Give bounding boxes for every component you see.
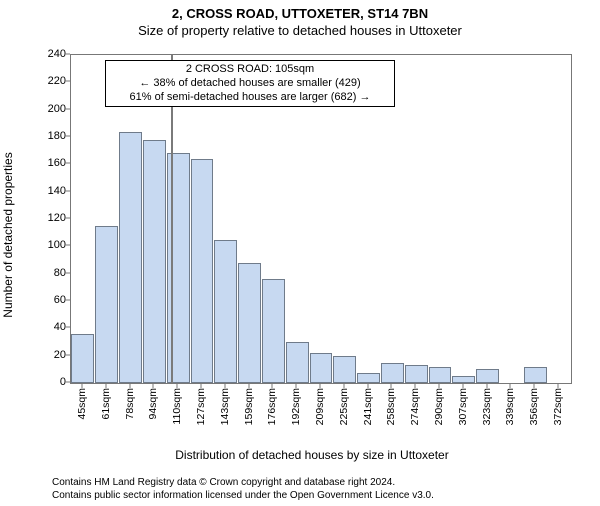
x-tick-label: 323sqm [481, 388, 493, 425]
annotation-line: ← 38% of detached houses are smaller (42… [112, 77, 388, 91]
histogram-bar [71, 334, 94, 383]
x-tick-label: 110sqm [171, 388, 183, 425]
x-tick-label: 274sqm [409, 388, 421, 425]
y-tick-label: 140 [36, 185, 66, 197]
annotation-line: 2 CROSS ROAD: 105sqm [112, 63, 388, 77]
x-axis-label: Distribution of detached houses by size … [52, 448, 572, 462]
annotation-box: 2 CROSS ROAD: 105sqm← 38% of detached ho… [105, 60, 395, 107]
y-tick-label: 60 [36, 294, 66, 306]
y-tick-mark [66, 54, 70, 55]
x-tick-label: 290sqm [433, 388, 445, 425]
y-tick-label: 240 [36, 48, 66, 60]
x-tick-label: 209sqm [314, 388, 326, 425]
histogram-bar [119, 132, 142, 383]
histogram-bar [143, 140, 166, 383]
histogram-bar [524, 367, 547, 383]
annotation-line: 61% of semi-detached houses are larger (… [112, 91, 388, 105]
x-tick-label: 192sqm [290, 388, 302, 425]
histogram-bar [238, 263, 261, 383]
x-tick-label: 307sqm [457, 388, 469, 425]
y-tick-mark [66, 300, 70, 301]
histogram-bar [95, 226, 118, 383]
y-tick-label: 20 [36, 349, 66, 361]
histogram-bar [262, 279, 285, 383]
y-tick-label: 220 [36, 75, 66, 87]
x-tick-label: 94sqm [147, 388, 159, 420]
footer-line-1: Contains HM Land Registry data © Crown c… [52, 477, 434, 490]
chart-title-main: 2, CROSS ROAD, UTTOXETER, ST14 7BN [0, 6, 600, 21]
y-tick-mark [66, 218, 70, 219]
histogram-bar [381, 363, 404, 384]
y-axis-label: Number of detached properties [1, 152, 15, 317]
y-tick-label: 80 [36, 267, 66, 279]
y-tick-mark [66, 136, 70, 137]
y-tick-label: 40 [36, 321, 66, 333]
histogram-bar [405, 365, 428, 383]
x-tick-label: 258sqm [385, 388, 397, 425]
histogram-bar [286, 342, 309, 383]
x-tick-label: 225sqm [338, 388, 350, 425]
x-tick-label: 78sqm [124, 388, 136, 420]
y-tick-mark [66, 245, 70, 246]
y-tick-label: 0 [36, 376, 66, 388]
x-tick-label: 356sqm [528, 388, 540, 425]
x-tick-label: 159sqm [243, 388, 255, 425]
footer-attribution: Contains HM Land Registry data © Crown c… [52, 477, 434, 502]
histogram-bar [191, 159, 214, 383]
histogram-bar [333, 356, 356, 383]
y-tick-label: 200 [36, 103, 66, 115]
x-tick-label: 61sqm [100, 388, 112, 420]
histogram-bar [310, 353, 333, 383]
x-tick-label: 45sqm [76, 388, 88, 420]
x-tick-label: 143sqm [219, 388, 231, 425]
y-tick-mark [66, 382, 70, 383]
y-tick-mark [66, 81, 70, 82]
histogram-bar [429, 367, 452, 383]
histogram-bar [476, 369, 499, 383]
y-tick-mark [66, 327, 70, 328]
plot-area: 2 CROSS ROAD: 105sqm← 38% of detached ho… [70, 54, 572, 384]
y-tick-label: 160 [36, 157, 66, 169]
x-tick-label: 176sqm [266, 388, 278, 425]
y-tick-mark [66, 163, 70, 164]
y-tick-mark [66, 272, 70, 273]
y-tick-label: 120 [36, 212, 66, 224]
histogram-bar [452, 376, 475, 383]
y-tick-mark [66, 354, 70, 355]
x-tick-label: 339sqm [504, 388, 516, 425]
x-tick-label: 127sqm [195, 388, 207, 425]
y-tick-mark [66, 190, 70, 191]
histogram-bar [357, 373, 380, 383]
histogram-bar [214, 240, 237, 384]
chart-title-sub: Size of property relative to detached ho… [0, 23, 600, 38]
y-tick-label: 100 [36, 239, 66, 251]
y-tick-label: 180 [36, 130, 66, 142]
x-tick-label: 372sqm [552, 388, 564, 425]
chart-container: Number of detached properties 2 CROSS RO… [52, 54, 572, 416]
footer-line-2: Contains public sector information licen… [52, 490, 434, 503]
y-tick-mark [66, 108, 70, 109]
x-tick-label: 241sqm [362, 388, 374, 425]
